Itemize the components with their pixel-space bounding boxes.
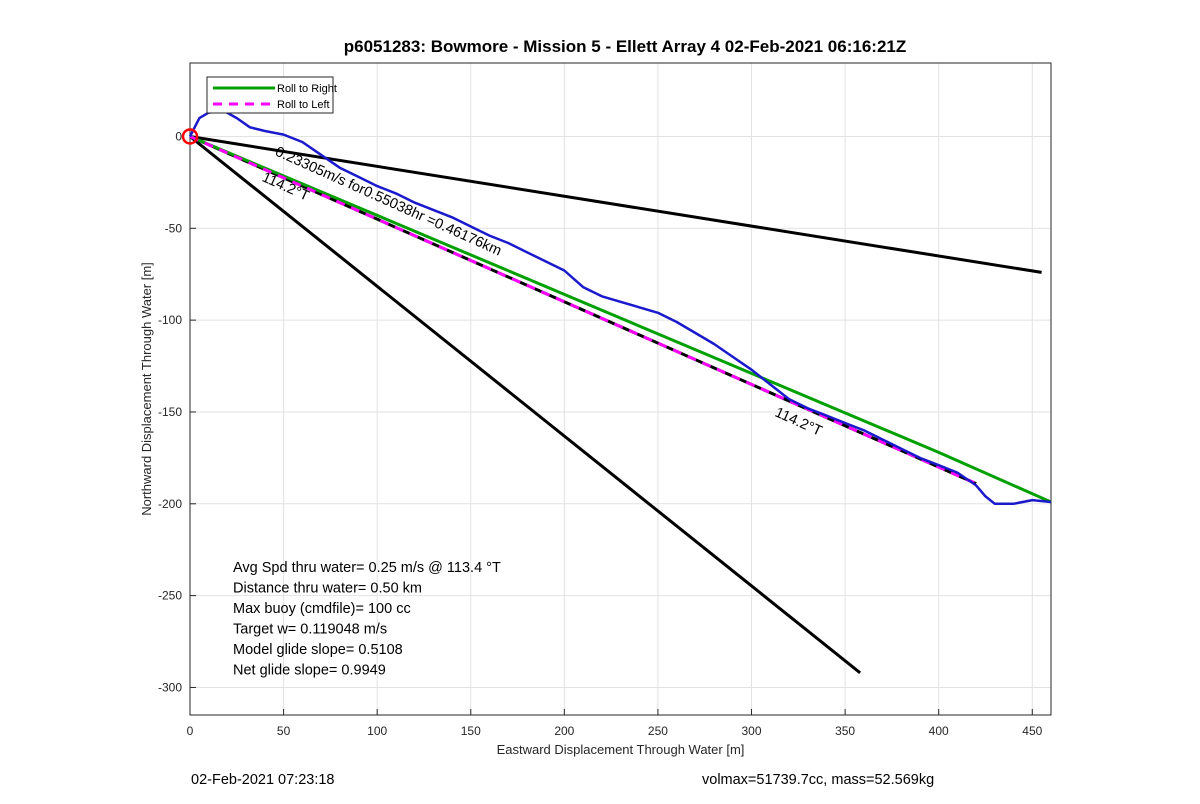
series-group: [181, 109, 1052, 674]
x-tick-label: 450: [1022, 724, 1042, 738]
stats-block: Avg Spd thru water= 0.25 m/s @ 113.4 °T D…: [233, 560, 501, 679]
series-track: [188, 109, 1052, 506]
stats-line: Net glide slope= 0.9949: [233, 663, 386, 679]
y-tick-label: -200: [158, 497, 182, 511]
stats-line: Distance thru water= 0.50 km: [233, 581, 422, 597]
start-marker: [181, 128, 199, 145]
legend-entry: Roll to Left: [277, 99, 330, 111]
annotation-label: 114.2°T: [772, 405, 824, 440]
chart-title: p6051283: Bowmore - Mission 5 - Ellett A…: [344, 37, 907, 56]
footer-mass-info: volmax=51739.7cc, mass=52.569kg: [702, 772, 935, 788]
footer-timestamp: 02-Feb-2021 07:23:18: [191, 772, 335, 788]
x-tick-label: 100: [367, 724, 387, 738]
reference-line: [189, 135, 862, 674]
x-tick-label: 250: [648, 724, 668, 738]
stats-line: Model glide slope= 0.5108: [233, 642, 403, 658]
legend-box: [206, 76, 334, 114]
x-axis-label: Eastward Displacement Through Water [m]: [497, 742, 745, 757]
x-tick-label: 200: [554, 724, 574, 738]
legend-entry: Roll to Right: [277, 83, 337, 95]
annotation-label: 0.23305m/s for0.55038hr =0.46176km: [273, 144, 504, 260]
y-tick-label: -100: [158, 313, 182, 327]
series-roll-to-right: [189, 135, 1052, 504]
y-tick-label: -300: [158, 680, 182, 694]
series-roll-to-left: [189, 135, 977, 485]
x-tick-label: 0: [187, 724, 194, 738]
reference-line: [189, 135, 977, 485]
y-axis-label: Northward Displacement Through Water [m]: [139, 262, 154, 516]
x-tick-label: 300: [742, 724, 762, 738]
y-tick-label: -150: [158, 405, 182, 419]
legend: Roll to Right Roll to Left: [206, 76, 337, 114]
stats-line: Max buoy (cmdfile)= 100 cc: [233, 601, 411, 617]
stats-line: Target w= 0.119048 m/s: [233, 622, 387, 638]
x-tick-label: 400: [929, 724, 949, 738]
ticks: 0 50 100 150 200 250 300 350 400 450 0 -50 -100 -150 -…: [158, 129, 1043, 738]
y-tick-label: -50: [165, 221, 183, 235]
stats-line: Avg Spd thru water= 0.25 m/s @ 113.4 °T: [233, 560, 501, 576]
grid: [189, 63, 1051, 715]
axes-box: [189, 62, 1052, 716]
reference-line: [189, 135, 1042, 274]
x-tick-label: 350: [835, 724, 855, 738]
x-tick-label: 50: [277, 724, 291, 738]
y-tick-label: -250: [158, 589, 182, 603]
y-tick-label: 0: [175, 129, 182, 143]
x-tick-label: 150: [461, 724, 481, 738]
